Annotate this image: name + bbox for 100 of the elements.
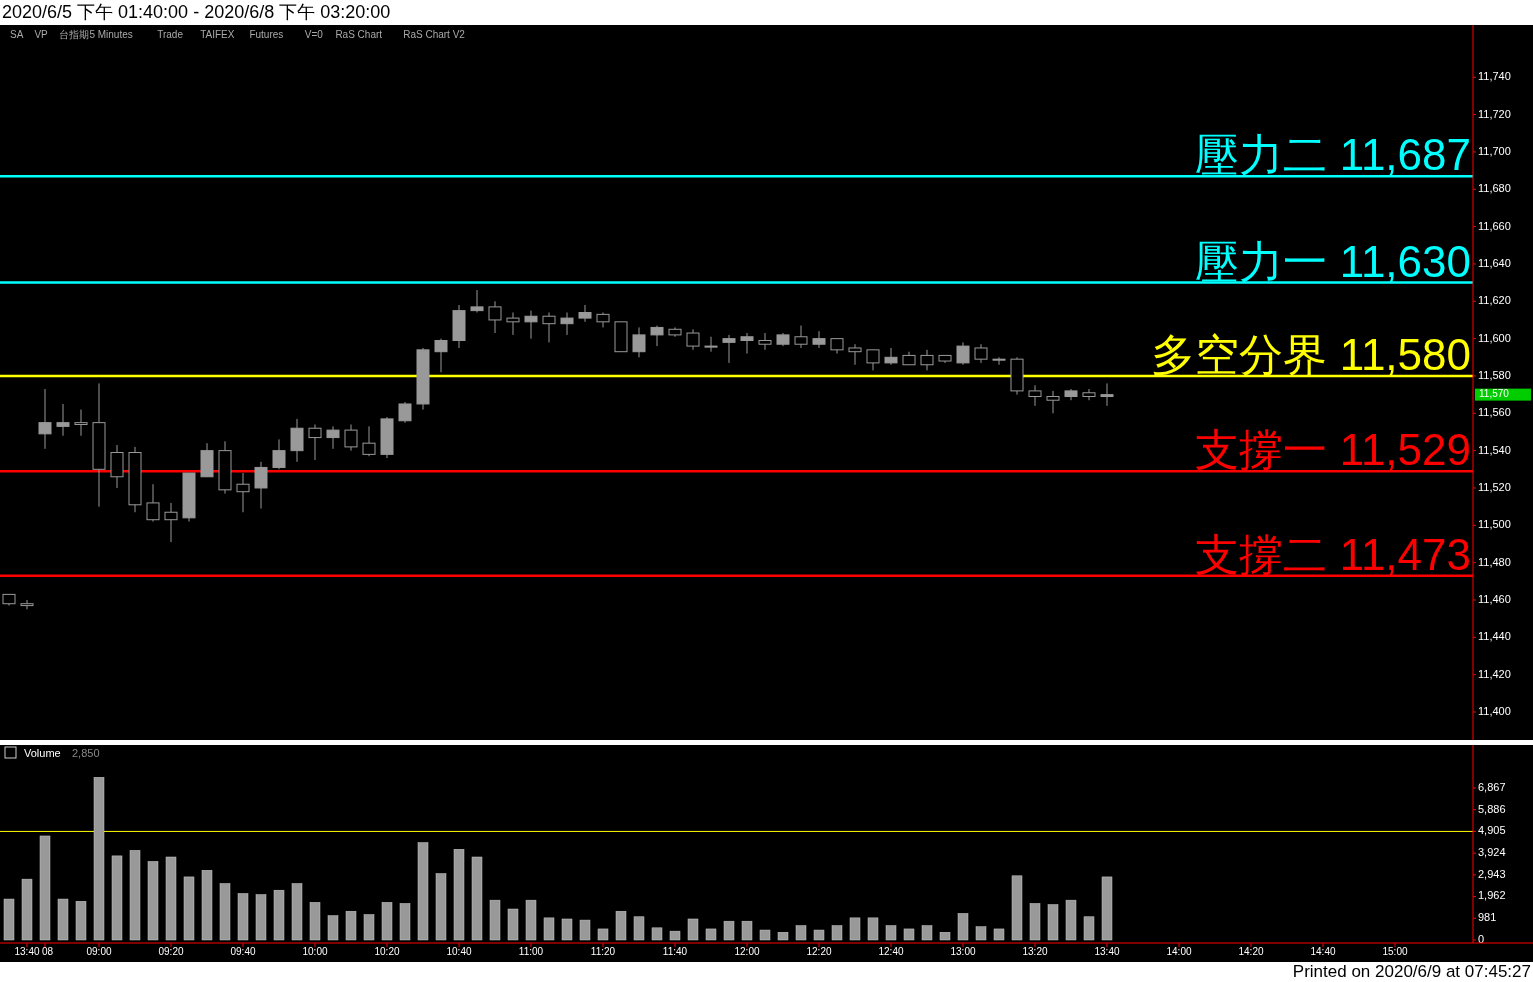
candlestick	[20, 599, 34, 610]
candlestick	[524, 310, 538, 340]
candlestick	[236, 472, 250, 513]
y-tick-label: 6,867	[1478, 780, 1506, 793]
bar	[543, 917, 555, 941]
y-tick-label: 11,480	[1478, 555, 1511, 568]
bar	[849, 917, 861, 941]
chart-title: Volume	[24, 747, 61, 759]
bar	[561, 918, 573, 941]
annotation: RaS Chart V2	[403, 29, 466, 40]
ref-line-label: 壓力一 11,630	[1195, 236, 1471, 286]
bar	[39, 835, 51, 941]
candlestick	[848, 343, 862, 366]
x-tick-label: 10:20	[374, 946, 400, 957]
y-tick-label: 11,580	[1478, 368, 1511, 381]
x-tick-label: 13:00	[950, 946, 976, 957]
bar	[525, 899, 537, 941]
annotation: 5 Minutes	[89, 29, 133, 40]
y-tick-label: 11,620	[1478, 294, 1511, 307]
x-tick-label: 12:20	[806, 946, 832, 957]
bar	[435, 873, 447, 941]
y-tick-label: 11,540	[1478, 443, 1511, 456]
candlestick	[56, 403, 70, 437]
bar	[345, 910, 357, 941]
candlestick	[578, 304, 592, 323]
candlestick	[740, 332, 754, 355]
x-tick-label: 09:40	[230, 946, 256, 957]
y-tick-label: 11,700	[1478, 144, 1511, 157]
x-tick-label: 09:00	[86, 946, 112, 957]
bar	[291, 883, 303, 941]
annotation: 台指期	[58, 29, 89, 40]
text: Printed on 2020/6/9 at 07:45:27	[1292, 962, 1531, 981]
candlestick	[884, 347, 898, 366]
bar	[507, 908, 519, 941]
bar	[687, 918, 699, 941]
ref-line-label: 壓力二 11,687	[1195, 130, 1471, 180]
ref-line-label: 多空分界 11,580	[1151, 329, 1471, 379]
bar	[615, 910, 627, 941]
bar	[57, 898, 69, 941]
bar	[651, 927, 663, 941]
bar	[183, 876, 195, 941]
annotation: 2,850	[72, 747, 100, 759]
candlestick	[722, 334, 736, 364]
bar	[777, 932, 789, 941]
annotation: TAIFEX	[200, 29, 235, 40]
annotation: Futures	[249, 29, 284, 40]
bar	[795, 925, 807, 941]
y-tick-label: 11,440	[1478, 630, 1511, 643]
candlestick	[650, 325, 664, 347]
candlestick	[398, 401, 412, 424]
y-tick-label: 4,905	[1478, 824, 1506, 837]
y-tick-label: 11,740	[1478, 70, 1511, 83]
candlestick	[560, 311, 574, 336]
y-tick-label: 11,400	[1478, 704, 1511, 717]
annotation: V=0	[304, 29, 324, 40]
candlestick	[326, 425, 340, 450]
bar	[1101, 876, 1113, 941]
y-tick-label: 11,720	[1478, 107, 1511, 120]
bar	[597, 928, 609, 941]
bar	[21, 878, 33, 941]
y-tick-label: 11,680	[1478, 182, 1511, 195]
annotation: RaS Chart	[335, 29, 383, 40]
bar	[1065, 899, 1077, 941]
candlestick	[632, 326, 646, 358]
candlestick	[758, 332, 772, 351]
bar	[111, 855, 123, 941]
bar	[921, 925, 933, 941]
candlestick	[704, 336, 718, 353]
y-tick-label: 11,420	[1478, 667, 1511, 680]
candlestick	[308, 424, 322, 461]
candlestick	[434, 338, 448, 373]
bar	[993, 928, 1005, 941]
x-tick-label: 13:40	[14, 946, 40, 957]
candlestick	[146, 483, 160, 523]
bar	[489, 899, 501, 941]
bar	[579, 919, 591, 941]
bar	[255, 894, 267, 941]
bar	[417, 842, 429, 941]
x-tick-label: 15:00	[1382, 946, 1408, 957]
y-tick-label: 11,520	[1478, 480, 1511, 493]
candlestick	[362, 425, 376, 457]
candlestick	[470, 289, 484, 313]
bar	[975, 926, 987, 941]
bar	[633, 916, 645, 941]
bar	[669, 930, 681, 941]
bar	[957, 913, 969, 941]
bar	[813, 929, 825, 941]
x-tick-label: 12:40	[878, 946, 904, 957]
x-tick-label: 09:20	[158, 946, 184, 957]
y-tick-label: 11,600	[1478, 331, 1511, 344]
bar	[759, 929, 771, 941]
candlestick	[254, 461, 268, 510]
bar	[1047, 904, 1059, 941]
bar	[309, 902, 321, 941]
bar	[237, 893, 249, 941]
bar	[327, 915, 339, 941]
bar	[219, 883, 231, 941]
bar	[273, 889, 285, 941]
y-tick-label: 1,962	[1478, 889, 1506, 902]
bar	[939, 932, 951, 941]
